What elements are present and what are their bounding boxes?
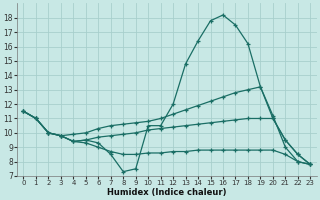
X-axis label: Humidex (Indice chaleur): Humidex (Indice chaleur) — [107, 188, 227, 197]
